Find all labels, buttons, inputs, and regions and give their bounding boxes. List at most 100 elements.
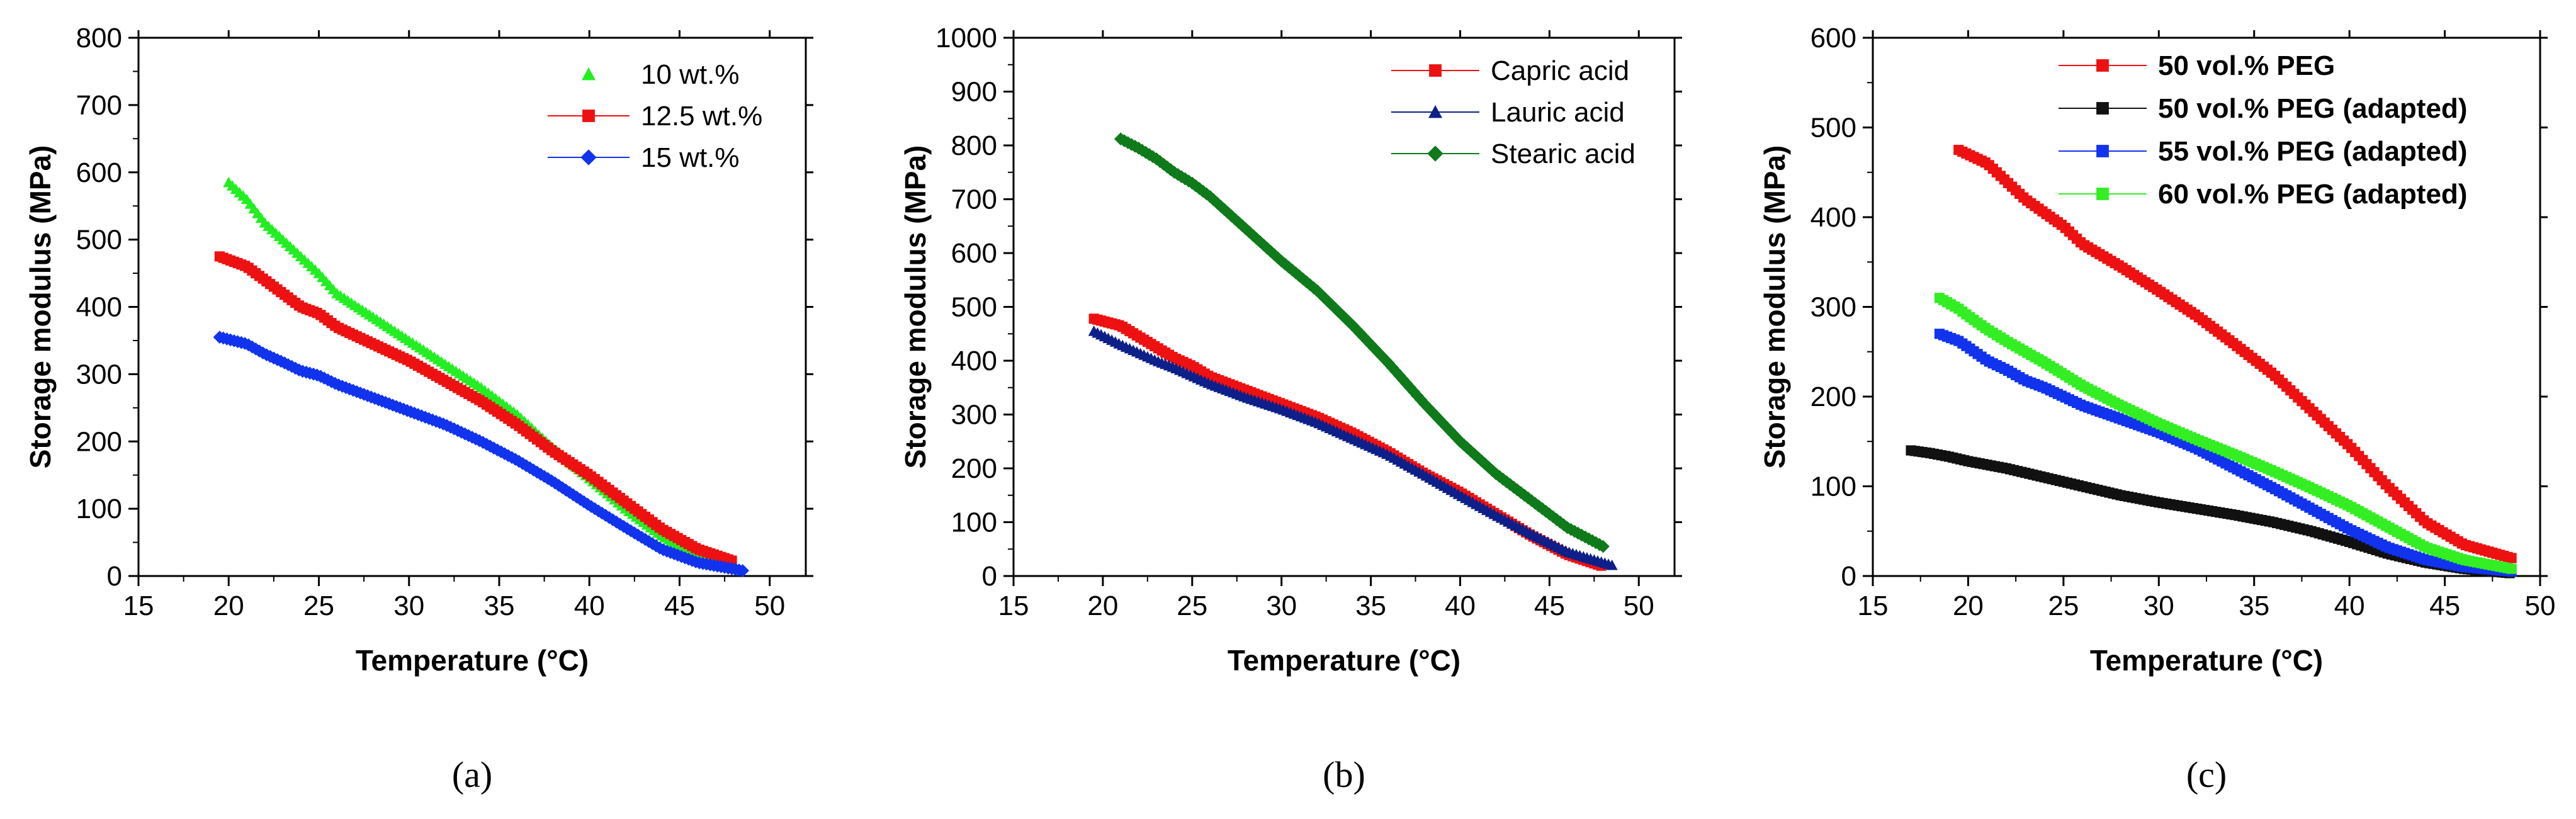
data-point <box>1360 334 1374 347</box>
data-point <box>1596 539 1610 553</box>
data-point <box>736 564 750 577</box>
y-tick-label: 400 <box>76 292 122 323</box>
x-tick-label: 25 <box>1177 590 1207 621</box>
data-point <box>1246 229 1260 242</box>
y-tick-label: 600 <box>76 157 122 188</box>
legend-label: Capric acid <box>1491 55 1629 86</box>
legend-marker <box>2096 145 2109 157</box>
data-series <box>213 330 750 577</box>
legend-marker <box>2096 102 2109 115</box>
legend-marker <box>1429 64 1442 77</box>
data-point <box>1428 409 1442 422</box>
y-tick-label: 600 <box>1811 23 1856 54</box>
y-tick-label: 500 <box>1811 113 1856 144</box>
legend-label: 15 wt.% <box>641 142 740 173</box>
data-point <box>1264 245 1277 258</box>
data-series <box>1934 329 2517 577</box>
data-point <box>1482 460 1496 474</box>
data-point <box>1346 319 1360 332</box>
legend-marker <box>1428 105 1442 118</box>
data-series <box>1114 132 1610 553</box>
data-point <box>1203 189 1217 203</box>
data-point <box>1486 464 1499 477</box>
legend-label: Lauric acid <box>1491 97 1625 128</box>
data-point <box>1478 457 1492 471</box>
x-axis-title: Temperature (°C) <box>2090 644 2323 677</box>
x-axis-title: Temperature (°C) <box>1228 644 1460 677</box>
x-tick-label: 50 <box>1624 590 1654 621</box>
chart-panel: 15 20 25 30 35 40 45 500100200300400500600Tempe… <box>1758 23 2555 795</box>
x-tick-label: 35 <box>2239 590 2269 621</box>
legend-label: 12.5 wt.% <box>641 101 762 132</box>
panel-caption: (a) <box>452 754 492 795</box>
legend-label: 50 vol.% PEG (adapted) <box>2158 93 2467 124</box>
y-tick-label: 400 <box>1811 202 1856 233</box>
y-tick-label: 100 <box>1811 472 1856 502</box>
y-tick-label: 0 <box>982 561 997 592</box>
y-tick-label: 900 <box>951 77 997 108</box>
data-point <box>1214 200 1228 213</box>
x-tick-label: 35 <box>483 590 514 621</box>
data-point <box>1292 269 1306 283</box>
data-point <box>1271 251 1285 265</box>
data-point <box>1321 295 1335 308</box>
x-tick-label: 50 <box>754 590 785 621</box>
y-axis-title: Storage modulus (MPa) <box>1758 145 1791 469</box>
x-tick-label: 20 <box>1087 590 1118 621</box>
legend-label: 55 vol.% PEG (adapted) <box>2158 136 2467 167</box>
x-tick-label: 30 <box>393 590 424 621</box>
legend-label: 10 wt.% <box>641 59 740 90</box>
data-point <box>1375 349 1388 363</box>
data-point <box>1378 353 1392 366</box>
x-tick-label: 15 <box>998 590 1029 621</box>
x-tick-label: 25 <box>303 590 334 621</box>
x-tick-label: 20 <box>213 590 244 621</box>
y-tick-label: 500 <box>76 225 122 256</box>
legend-marker <box>2096 188 2109 200</box>
data-point <box>1443 423 1456 437</box>
data-series <box>1906 445 2515 579</box>
panel-caption: (b) <box>1323 754 1365 795</box>
y-tick-label: 200 <box>76 426 122 457</box>
y-tick-label: 1000 <box>935 23 997 54</box>
legend-marker <box>582 67 596 81</box>
x-tick-label: 15 <box>123 590 154 621</box>
data-point <box>1239 222 1253 235</box>
legend-marker <box>580 149 597 166</box>
data-series <box>214 251 737 566</box>
y-tick-label: 800 <box>76 23 122 54</box>
y-tick-label: 200 <box>951 453 997 484</box>
x-tick-label: 50 <box>2525 590 2556 621</box>
legend-marker <box>582 110 595 122</box>
x-axis-title: Temperature (°C) <box>356 644 589 677</box>
y-tick-label: 300 <box>951 400 997 431</box>
y-tick-label: 700 <box>951 184 997 215</box>
y-tick-label: 100 <box>951 507 997 538</box>
y-tick-label: 100 <box>76 494 122 524</box>
legend-label: 50 vol.% PEG <box>2158 50 2335 81</box>
data-series <box>1088 325 1618 570</box>
data-point <box>1343 315 1356 329</box>
x-tick-label: 30 <box>1266 590 1297 621</box>
legend-marker <box>2096 59 2109 72</box>
panel-caption: (c) <box>2186 754 2227 795</box>
data-point <box>1350 323 1364 336</box>
y-tick-label: 600 <box>951 238 997 269</box>
legend-label: 60 vol.% PEG (adapted) <box>2158 179 2467 210</box>
x-tick-label: 25 <box>2048 590 2079 621</box>
data-point <box>2506 563 2517 574</box>
data-point <box>1318 291 1331 305</box>
x-tick-label: 40 <box>574 590 605 621</box>
legend-label: Stearic acid <box>1491 138 1635 169</box>
x-tick-label: 45 <box>2429 590 2460 621</box>
data-point <box>2506 553 2517 563</box>
x-tick-label: 15 <box>1858 590 1889 621</box>
chart-panel: 15 20 25 30 35 40 45 50010020030040050060070080… <box>899 23 1682 795</box>
y-tick-label: 300 <box>1811 292 1856 323</box>
legend-marker <box>1427 145 1443 162</box>
y-tick-label: 300 <box>76 359 122 390</box>
data-point <box>1279 257 1292 271</box>
data-series <box>1953 145 2517 563</box>
y-axis-title: Storage modulus (MPa) <box>899 145 932 469</box>
